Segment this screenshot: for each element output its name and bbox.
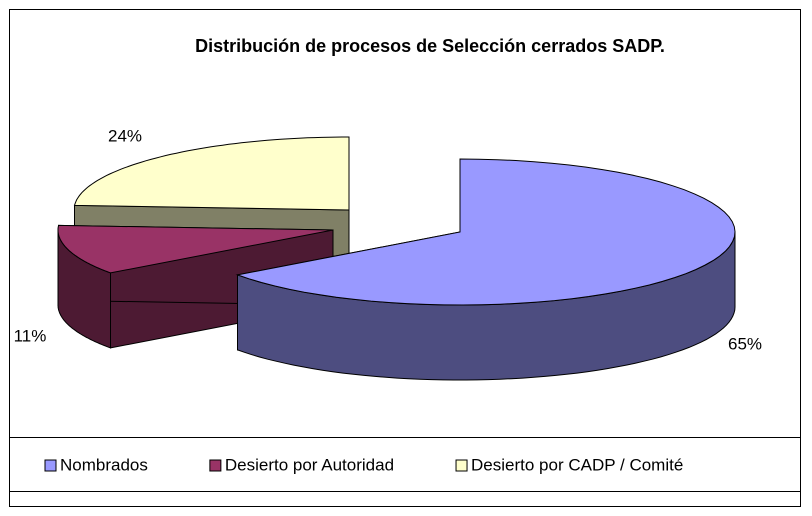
slice <box>235 158 736 306</box>
legend-swatch <box>455 459 468 472</box>
data-label: 24% <box>108 126 142 145</box>
legend-label: Desierto por Autoridad <box>225 455 394 474</box>
legend-label: Desierto por CADP / Comité <box>471 455 683 474</box>
chart-title: Distribución de procesos de Selección ce… <box>195 36 665 56</box>
slice <box>57 224 334 274</box>
legend-swatch <box>209 459 222 472</box>
data-label: 65% <box>728 334 762 353</box>
legend: Nombrados Desierto por Autoridad Desierto … <box>44 455 683 474</box>
data-label: 11% <box>14 326 47 345</box>
pie: 65% 11% 24% <box>14 126 762 381</box>
legend-label: Nombrados <box>60 455 148 474</box>
slice <box>73 136 350 211</box>
legend-swatch <box>44 459 57 472</box>
